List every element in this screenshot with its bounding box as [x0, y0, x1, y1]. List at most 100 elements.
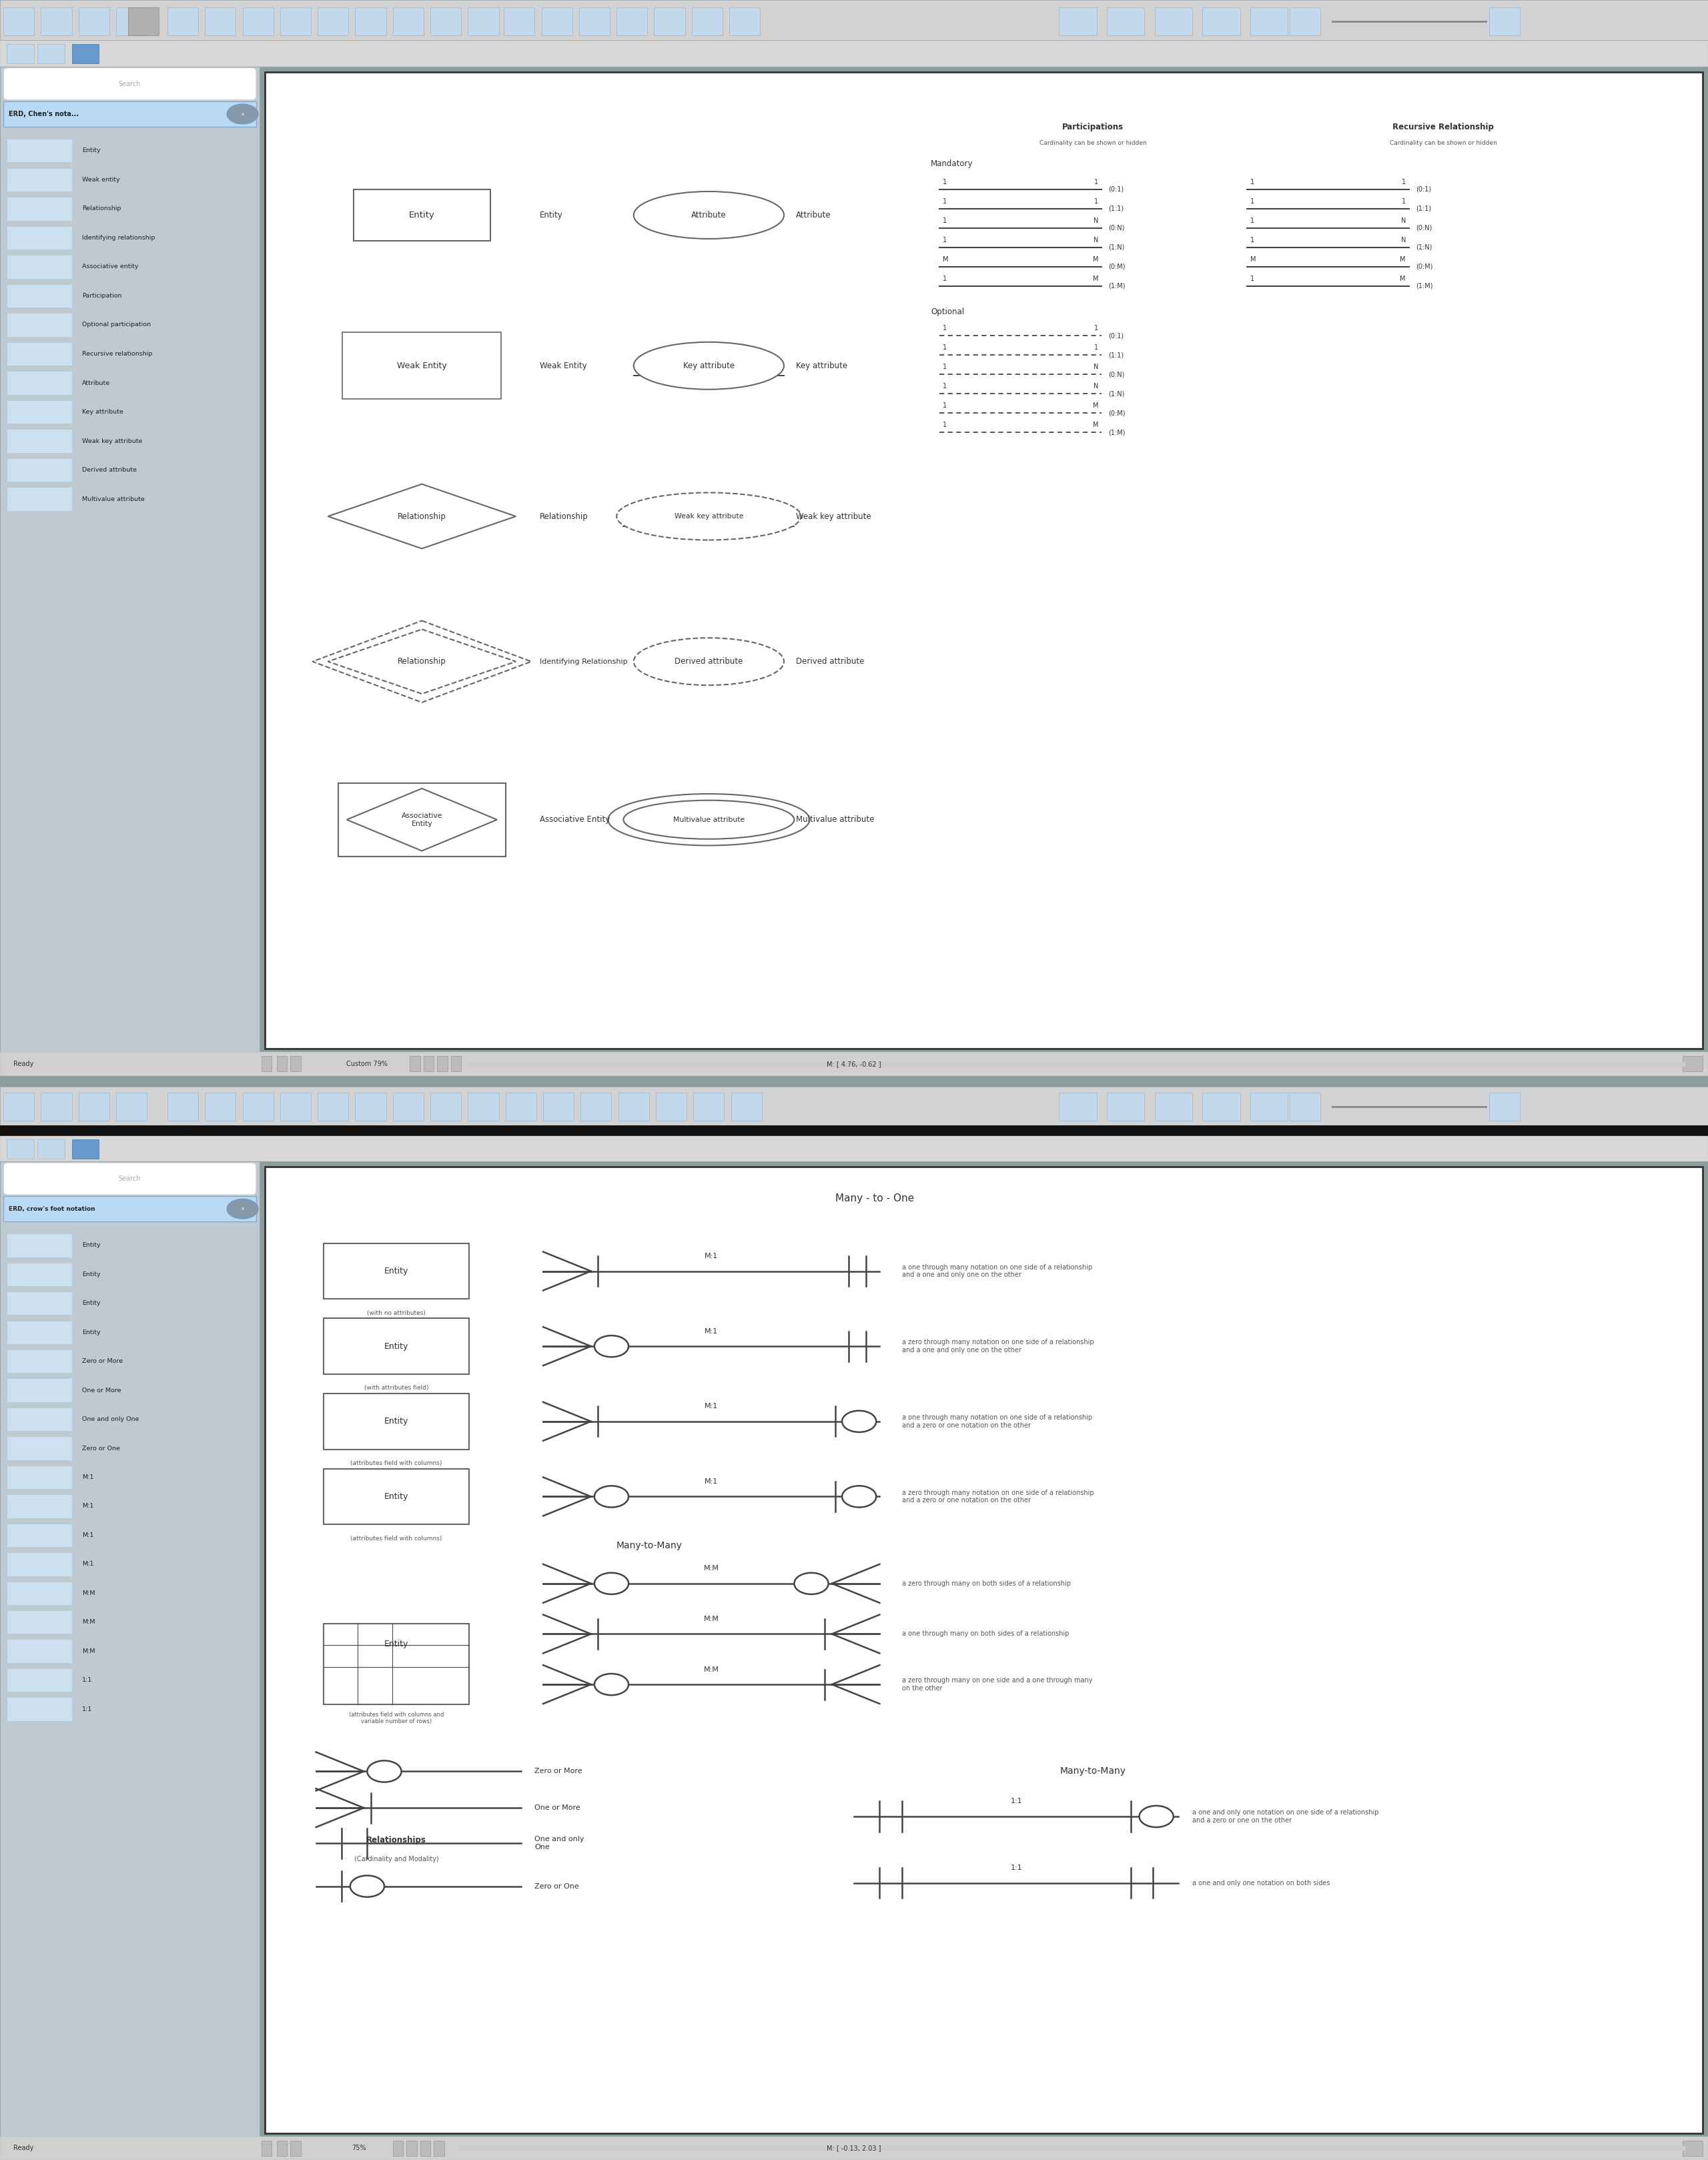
Text: Relationship: Relationship: [82, 205, 121, 212]
FancyBboxPatch shape: [290, 1056, 301, 1071]
Text: Search: Search: [118, 80, 142, 86]
Text: Cardinality can be shown or hidden: Cardinality can be shown or hidden: [1040, 140, 1146, 147]
Text: a zero through many notation on one side of a relationship
and a one and only on: a zero through many notation on one side…: [902, 1339, 1093, 1354]
FancyBboxPatch shape: [338, 784, 506, 855]
FancyBboxPatch shape: [7, 1553, 72, 1577]
FancyBboxPatch shape: [355, 6, 386, 35]
Text: Many-to-Many: Many-to-Many: [1061, 1767, 1126, 1776]
Text: M:M: M:M: [82, 1620, 96, 1624]
Text: Zero or More: Zero or More: [535, 1769, 582, 1776]
Circle shape: [594, 1335, 629, 1356]
Text: Relationship: Relationship: [540, 512, 588, 521]
Text: M: M: [1093, 402, 1098, 408]
Text: M: M: [1093, 421, 1098, 428]
Text: Entity: Entity: [384, 1639, 408, 1648]
Text: Weak entity: Weak entity: [82, 177, 120, 184]
FancyBboxPatch shape: [128, 6, 159, 35]
Circle shape: [594, 1674, 629, 1696]
Text: (0:N): (0:N): [1108, 372, 1126, 378]
Text: 1: 1: [943, 218, 946, 225]
FancyBboxPatch shape: [0, 2136, 1708, 2160]
FancyBboxPatch shape: [41, 1093, 72, 1121]
FancyBboxPatch shape: [1250, 1093, 1288, 1121]
Text: Recursive Relationship: Recursive Relationship: [1392, 123, 1494, 132]
FancyBboxPatch shape: [342, 333, 502, 400]
FancyBboxPatch shape: [1059, 1093, 1097, 1121]
FancyBboxPatch shape: [7, 341, 72, 365]
Text: (0:M): (0:M): [1416, 264, 1433, 270]
Text: N: N: [1093, 238, 1098, 244]
Text: 1: 1: [1250, 274, 1254, 283]
Text: 1: 1: [1095, 343, 1098, 350]
FancyBboxPatch shape: [167, 6, 198, 35]
Text: N: N: [1093, 363, 1098, 369]
FancyBboxPatch shape: [7, 283, 72, 307]
FancyBboxPatch shape: [430, 6, 461, 35]
Text: (1:N): (1:N): [1416, 244, 1433, 251]
Polygon shape: [328, 484, 516, 549]
FancyBboxPatch shape: [420, 2141, 430, 2156]
Text: One and only One: One and only One: [82, 1417, 138, 1421]
Text: (0:1): (0:1): [1108, 186, 1124, 192]
FancyBboxPatch shape: [265, 1166, 1703, 2134]
Text: Derived attribute: Derived attribute: [675, 657, 743, 665]
FancyBboxPatch shape: [7, 1495, 72, 1518]
Text: Participations: Participations: [1062, 123, 1124, 132]
Text: One or More: One or More: [535, 1804, 581, 1812]
FancyBboxPatch shape: [277, 1056, 287, 1071]
Text: Zero or More: Zero or More: [82, 1359, 123, 1365]
FancyBboxPatch shape: [7, 197, 72, 220]
FancyBboxPatch shape: [410, 1056, 420, 1071]
FancyBboxPatch shape: [693, 1093, 724, 1121]
Text: Custom 79%: Custom 79%: [347, 1061, 388, 1067]
FancyBboxPatch shape: [1155, 6, 1192, 35]
Text: 1: 1: [943, 402, 946, 408]
FancyBboxPatch shape: [3, 1093, 34, 1121]
FancyBboxPatch shape: [656, 1093, 687, 1121]
Text: M:M: M:M: [82, 1648, 96, 1655]
FancyBboxPatch shape: [318, 6, 348, 35]
FancyBboxPatch shape: [79, 6, 109, 35]
Text: 1:1: 1:1: [82, 1706, 92, 1713]
FancyBboxPatch shape: [468, 6, 499, 35]
Text: x: x: [241, 1207, 244, 1212]
FancyBboxPatch shape: [731, 1093, 762, 1121]
Text: 1: 1: [943, 363, 946, 369]
FancyBboxPatch shape: [7, 1668, 72, 1691]
FancyBboxPatch shape: [3, 1162, 256, 1194]
Circle shape: [594, 1572, 629, 1594]
Text: (1:M): (1:M): [1416, 283, 1433, 289]
Text: (1:N): (1:N): [1108, 244, 1126, 251]
FancyBboxPatch shape: [7, 1698, 72, 1722]
FancyBboxPatch shape: [265, 71, 1703, 1050]
FancyBboxPatch shape: [243, 6, 273, 35]
Text: (1:1): (1:1): [1108, 205, 1124, 212]
Text: a zero through many notation on one side of a relationship
and a zero or one not: a zero through many notation on one side…: [902, 1490, 1093, 1503]
FancyBboxPatch shape: [352, 339, 492, 393]
FancyBboxPatch shape: [541, 6, 572, 35]
FancyBboxPatch shape: [1489, 6, 1520, 35]
Text: 1: 1: [1402, 199, 1406, 205]
FancyBboxPatch shape: [7, 1264, 72, 1285]
Text: Derived attribute: Derived attribute: [82, 467, 137, 473]
Ellipse shape: [608, 795, 810, 845]
Text: (0:M): (0:M): [1108, 264, 1126, 270]
Text: 1: 1: [1095, 324, 1098, 330]
Text: N: N: [1401, 218, 1406, 225]
FancyBboxPatch shape: [7, 1408, 72, 1432]
Text: a zero through many on one side and a one through many
on the other: a zero through many on one side and a on…: [902, 1676, 1093, 1691]
Text: Attribute: Attribute: [82, 380, 109, 387]
FancyBboxPatch shape: [437, 1056, 447, 1071]
FancyBboxPatch shape: [261, 1056, 272, 1071]
Text: 1: 1: [943, 274, 946, 283]
Text: 1: 1: [1250, 179, 1254, 186]
Circle shape: [594, 1486, 629, 1508]
FancyBboxPatch shape: [506, 1093, 536, 1121]
Text: M:M: M:M: [704, 1616, 719, 1622]
Text: 1: 1: [943, 324, 946, 330]
FancyBboxPatch shape: [7, 43, 34, 63]
Text: Multivalue attribute: Multivalue attribute: [673, 816, 745, 823]
Text: Associative Entity: Associative Entity: [540, 814, 610, 823]
FancyBboxPatch shape: [581, 1093, 611, 1121]
FancyBboxPatch shape: [579, 6, 610, 35]
